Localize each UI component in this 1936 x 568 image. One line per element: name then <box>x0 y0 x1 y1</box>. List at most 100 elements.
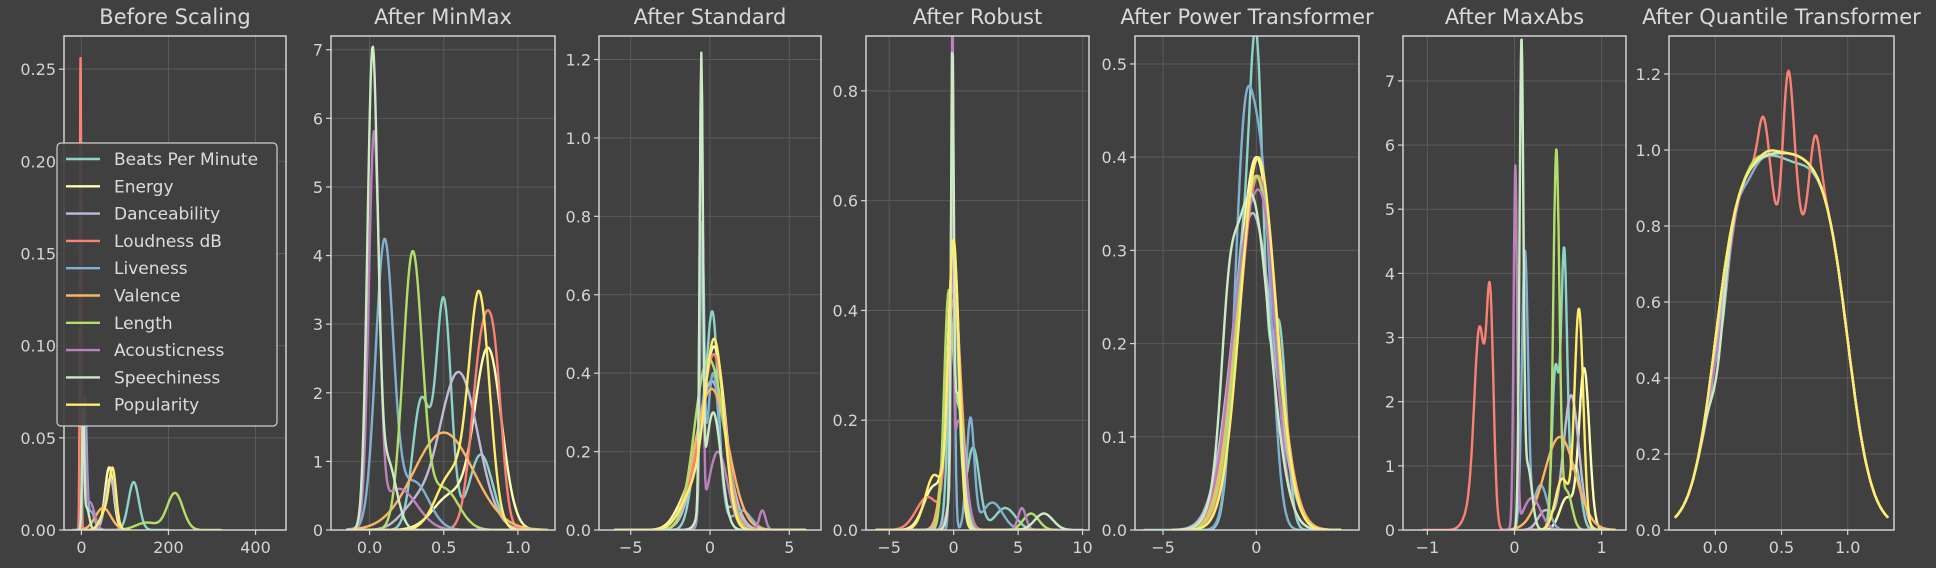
series-line-liveness <box>1171 84 1342 530</box>
y-tick-label: 1.2 <box>566 51 591 70</box>
panel-title: After Robust <box>913 5 1042 29</box>
y-tick-label: 0.0 <box>833 521 858 540</box>
panel-3: 0.0 0.2 0.4 0.6 0.8 1.0 1.2 −5 0 5 After Standard <box>566 5 822 557</box>
series-line-speechiness <box>1171 192 1342 530</box>
series-line-length <box>875 288 1071 530</box>
legend-label: Popularity <box>114 396 199 416</box>
y-tick-label: 0.8 <box>566 207 591 226</box>
y-tick-label: 0.10 <box>20 337 56 356</box>
y-tick-label: 0.05 <box>20 429 56 448</box>
y-tick-label: 0.4 <box>833 301 858 320</box>
series-line-speechiness <box>75 409 105 530</box>
y-tick-label: 1 <box>1385 457 1395 476</box>
series-line-liveness <box>1508 249 1608 530</box>
y-tick-label: 6 <box>313 109 323 128</box>
x-tick-label: 0.0 <box>1703 538 1728 557</box>
series-line-popularity <box>613 337 807 530</box>
legend-label: Liveness <box>114 259 188 279</box>
series-line-speechiness <box>613 51 807 530</box>
y-tick-label: 2 <box>1385 393 1395 412</box>
series-line-acousticness <box>613 61 807 530</box>
x-tick-label: −1 <box>1416 538 1440 557</box>
panel-2: 0 1 2 3 4 5 6 7 0.0 0.5 1.0 After MinMax <box>313 5 556 557</box>
legend-label: Loudness dB <box>114 232 222 252</box>
x-tick-label: −5 <box>1151 538 1175 557</box>
series-line-popularity <box>346 289 542 530</box>
x-tick-label: 0 <box>76 538 86 557</box>
panel-title: After MaxAbs <box>1445 5 1584 29</box>
x-tick-label: 0 <box>705 538 715 557</box>
y-tick-label: 0.20 <box>20 152 56 171</box>
x-tick-label: 0 <box>1251 538 1261 557</box>
series-line-loudness-db <box>613 353 807 530</box>
series-line-beats-per-minute <box>888 253 1071 530</box>
x-tick-label: 5 <box>784 538 794 557</box>
legend-label: Speechiness <box>114 368 220 388</box>
y-tick-label: 7 <box>1385 72 1395 91</box>
y-tick-label: 0.6 <box>566 286 591 305</box>
series-line-popularity <box>1530 307 1616 530</box>
y-tick-label: 5 <box>313 178 323 197</box>
panel-6: 0 1 2 3 4 5 6 7 −1 0 1 After MaxAbs <box>1385 5 1627 557</box>
series-line-popularity <box>1171 156 1342 530</box>
series-line-liveness <box>888 144 1071 530</box>
y-tick-label: 0.2 <box>566 443 591 462</box>
x-tick-label: −5 <box>619 538 643 557</box>
y-tick-label: 0.6 <box>833 192 858 211</box>
x-tick-label: 0.0 <box>357 538 382 557</box>
y-tick-label: 5 <box>1385 200 1395 219</box>
y-tick-label: 0.1 <box>1102 428 1127 447</box>
y-tick-label: 1.0 <box>1636 141 1661 160</box>
x-tick-label: 1.0 <box>505 538 530 557</box>
x-tick-label: 0 <box>949 538 959 557</box>
series-line-energy <box>346 346 542 530</box>
series-line-length <box>1530 148 1608 530</box>
x-tick-label: 200 <box>153 538 184 557</box>
series-line-loudness-db <box>1421 280 1525 530</box>
series-line-speechiness <box>888 51 1084 530</box>
y-tick-label: 0.4 <box>1636 369 1661 388</box>
x-tick-label: 1.0 <box>1835 538 1860 557</box>
panel-title: Before Scaling <box>99 5 250 29</box>
y-tick-label: 0.0 <box>1636 521 1661 540</box>
y-tick-label: 0.4 <box>566 364 591 383</box>
legend-label: Danceability <box>114 205 220 225</box>
y-tick-label: 6 <box>1385 136 1395 155</box>
y-tick-label: 7 <box>313 41 323 60</box>
y-tick-label: 0 <box>313 521 323 540</box>
y-tick-label: 1.0 <box>566 129 591 148</box>
y-tick-label: 2 <box>313 384 323 403</box>
x-tick-label: 1 <box>1597 538 1607 557</box>
axes-frame <box>865 35 1090 531</box>
y-tick-label: 0.25 <box>20 60 56 79</box>
y-tick-label: 0.00 <box>20 521 56 540</box>
y-tick-label: 0.0 <box>566 521 591 540</box>
y-tick-label: 0.6 <box>1636 293 1661 312</box>
legend: Beats Per Minute Energy Danceability Loudne… <box>56 142 278 427</box>
y-tick-label: 0.0 <box>1102 521 1127 540</box>
series-group <box>875 36 1084 530</box>
series-line-popularity <box>1674 149 1889 519</box>
series-line-acousticness <box>888 36 1071 530</box>
legend-frame <box>56 142 278 427</box>
series-group <box>1421 38 1616 530</box>
x-tick-label: 10 <box>1072 538 1092 557</box>
legend-label: Beats Per Minute <box>114 150 258 170</box>
y-tick-label: 1.2 <box>1636 65 1661 84</box>
panel-5: 0.0 0.1 0.2 0.3 0.4 0.5 −5 0 After Power Transfo… <box>1102 5 1374 557</box>
y-tick-label: 0.15 <box>20 245 56 264</box>
x-tick-label: −5 <box>877 538 901 557</box>
series-line-valence <box>346 431 549 530</box>
y-tick-label: 0.3 <box>1102 241 1127 260</box>
panel-1: 0.00 0.05 0.10 0.15 0.20 0.25 0 200 400 Before Sc… <box>20 5 287 557</box>
series-line-speechiness <box>1508 38 1608 530</box>
legend-label: Valence <box>114 287 181 307</box>
y-tick-label: 0.2 <box>1636 445 1661 464</box>
x-tick-label: 5 <box>1013 538 1023 557</box>
panel-title: After Power Transformer <box>1120 5 1374 29</box>
y-tick-label: 1 <box>313 452 323 471</box>
y-tick-label: 0.8 <box>1636 217 1661 236</box>
y-tick-label: 4 <box>313 247 323 266</box>
y-tick-label: 0 <box>1385 521 1395 540</box>
